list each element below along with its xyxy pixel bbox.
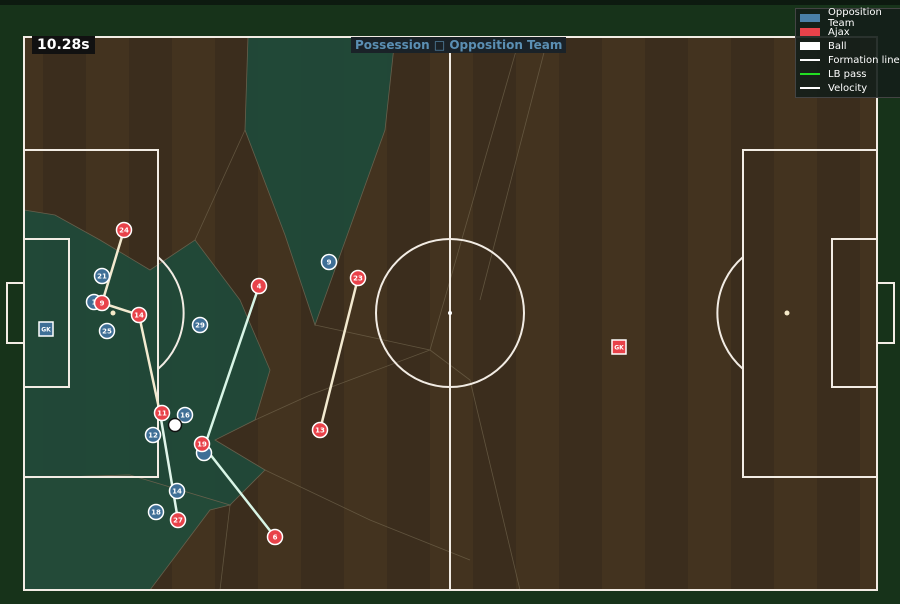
ball-swatch-icon — [800, 42, 820, 50]
line-icon — [800, 59, 820, 61]
player-number: 16 — [180, 412, 190, 420]
opposition-player-12[interactable]: 12 — [144, 426, 162, 444]
ajax-player-4[interactable]: 4 — [250, 277, 268, 295]
player-number: 19 — [197, 441, 207, 449]
legend-item-velocity: Velocity — [796, 81, 900, 95]
ajax-player-23[interactable]: 23 — [349, 269, 367, 287]
ajax-player-GK[interactable]: GK — [611, 339, 627, 355]
opposition-player-21[interactable]: 21 — [93, 267, 111, 285]
legend-label: Formation line — [828, 54, 900, 66]
ajax-player-24[interactable]: 24 — [115, 221, 133, 239]
legend-label: Ball — [828, 40, 847, 52]
player-number: 13 — [315, 427, 325, 435]
player-number: 11 — [157, 410, 167, 418]
player-number: 18 — [151, 509, 161, 517]
opposition-player-25[interactable]: 25 — [98, 322, 116, 340]
player-number: GK — [614, 345, 624, 352]
ajax-player-6[interactable]: 6 — [266, 528, 284, 546]
legend-label: Velocity — [828, 82, 868, 94]
ajax-player-11[interactable]: 11 — [153, 404, 171, 422]
opposition-player-16[interactable]: 16 — [176, 406, 194, 424]
legend-item-ball: Ball — [796, 39, 900, 53]
ajax-player-19[interactable]: 19 — [193, 435, 211, 453]
legend-item-formation: Formation line — [796, 53, 900, 67]
player-number: 12 — [148, 432, 158, 440]
ajax-player-13[interactable]: 13 — [311, 421, 329, 439]
player-number: 27 — [173, 517, 183, 525]
opposition-player-14[interactable]: 14 — [168, 482, 186, 500]
formation-line — [200, 442, 277, 539]
possession-label: Possession □ Opposition Team — [351, 37, 567, 53]
legend: Opposition Team Ajax Ball Formation line… — [795, 7, 900, 98]
ajax-player-27[interactable]: 27 — [169, 511, 187, 529]
player-number: 9 — [100, 300, 105, 308]
formation-lines — [100, 228, 360, 539]
legend-item-opposition: Opposition Team — [796, 7, 900, 29]
formation-line — [318, 276, 360, 432]
opposition-player-9[interactable]: 9 — [320, 253, 338, 271]
legend-item-lb-pass: LB pass — [796, 67, 900, 81]
opposition-swatch-icon — [800, 14, 820, 22]
player-number: 25 — [102, 328, 112, 336]
ajax-swatch-icon — [800, 28, 820, 36]
white-arrow-icon — [800, 87, 820, 89]
ajax-player-9[interactable]: 9 — [93, 294, 111, 312]
opposition-player-18[interactable]: 18 — [147, 503, 165, 521]
ajax-player-14[interactable]: 14 — [130, 306, 148, 324]
ball — [167, 417, 183, 433]
formation-line — [100, 228, 126, 305]
player-number: 21 — [97, 273, 107, 281]
player-number: 14 — [134, 312, 144, 320]
formation-line — [203, 284, 261, 447]
formation-line — [137, 313, 162, 415]
legend-label: Ajax — [828, 26, 850, 38]
legend-label: Opposition Team — [828, 7, 882, 29]
opposition-player-29[interactable]: 29 — [191, 316, 209, 334]
player-number: GK — [41, 327, 51, 334]
player-number: 9 — [327, 259, 332, 267]
legend-item-ajax: Ajax — [796, 25, 900, 39]
opposition-player-GK[interactable]: GK — [38, 321, 54, 337]
voronoi-edges — [194, 36, 549, 591]
player-number: 4 — [257, 283, 262, 291]
player-number: 14 — [172, 488, 182, 496]
player-number: 29 — [195, 322, 205, 330]
formation-line — [158, 411, 180, 522]
player-number: 6 — [273, 534, 278, 542]
legend-label: LB pass — [828, 68, 867, 80]
match-timer: 10.28s — [32, 36, 95, 54]
player-number: 23 — [353, 275, 363, 283]
player-number: 24 — [119, 227, 129, 235]
green-arrow-icon — [800, 73, 820, 75]
